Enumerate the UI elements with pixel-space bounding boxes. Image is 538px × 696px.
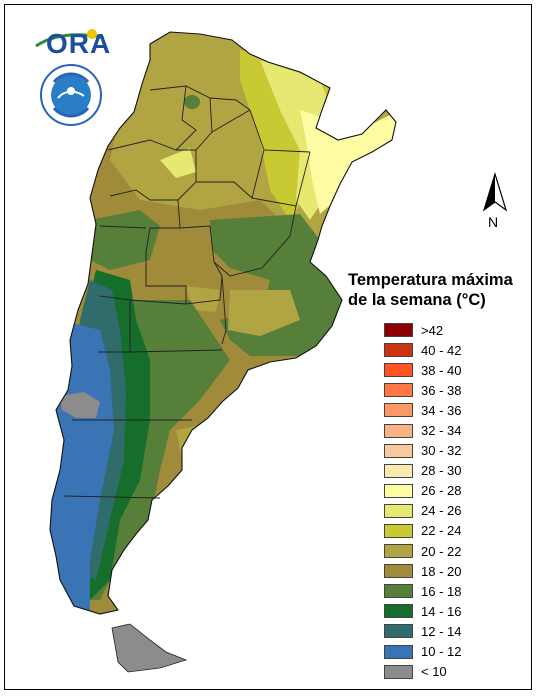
zone-20-22-center — [186, 286, 220, 312]
legend-item: 22 - 24 — [348, 521, 528, 541]
legend-list: >42 40 - 42 38 - 40 36 - 38 34 - 36 32 - 34 30… — [348, 320, 528, 682]
legend-item: 36 - 38 — [348, 380, 528, 400]
legend-swatch — [384, 403, 413, 418]
legend-swatch — [384, 624, 413, 639]
legend-item: 20 - 22 — [348, 541, 528, 561]
legend-swatch — [384, 343, 413, 358]
zone-below-10-andes — [60, 392, 100, 418]
ora-logo-mark — [35, 29, 105, 48]
ora-logo-text: ORA — [46, 28, 112, 59]
legend-item: 38 - 40 — [348, 360, 528, 380]
legend-swatch — [384, 564, 413, 579]
legend-swatch — [384, 604, 413, 619]
legend-label: 36 - 38 — [421, 382, 462, 398]
legend-label: 20 - 22 — [421, 543, 462, 559]
legend-label: 40 - 42 — [421, 342, 462, 358]
legend-label: 30 - 32 — [421, 443, 462, 459]
legend-swatch — [384, 323, 413, 338]
legend-item: 18 - 20 — [348, 561, 528, 581]
legend-label: 38 - 40 — [421, 362, 462, 378]
smn-seal-icon — [40, 64, 102, 126]
zone-26-28 — [300, 110, 396, 214]
legend-item: 26 - 28 — [348, 481, 528, 501]
legend-item: 24 - 26 — [348, 501, 528, 521]
legend-swatch — [384, 523, 413, 538]
legend-label: >42 — [421, 322, 444, 338]
legend-item: 28 - 30 — [348, 461, 528, 481]
legend-swatch — [384, 664, 413, 679]
north-label: N — [488, 214, 499, 230]
legend-label: 26 - 28 — [421, 483, 462, 499]
legend-label: 10 - 12 — [421, 644, 462, 660]
legend-label: 32 - 34 — [421, 423, 462, 439]
province-borders — [63, 85, 311, 499]
legend-item: 12 - 14 — [348, 621, 528, 641]
legend-item: >42 — [348, 320, 528, 340]
legend-label: < 10 — [421, 664, 447, 680]
legend-item: 10 - 12 — [348, 642, 528, 662]
legend-item: 32 - 34 — [348, 420, 528, 440]
zone-20-22-northwest — [150, 32, 250, 100]
legend-label: 34 - 36 — [421, 402, 462, 418]
legend-label: 24 - 26 — [421, 503, 462, 519]
legend-swatch — [384, 363, 413, 378]
legend-swatch — [384, 644, 413, 659]
legend-item: 40 - 42 — [348, 340, 528, 360]
legend-label: 22 - 24 — [421, 523, 462, 539]
legend-title-line1: Temperatura máxima — [348, 271, 513, 289]
legend-item: 34 - 36 — [348, 400, 528, 420]
legend-item: 14 - 16 — [348, 601, 528, 621]
north-arrow-icon — [482, 172, 508, 212]
legend-swatch — [384, 544, 413, 559]
legend-swatch — [384, 443, 413, 458]
zone-below-10-tierra-del-fuego — [111, 623, 188, 673]
legend-label: 28 - 30 — [421, 463, 462, 479]
legend-label: 16 - 18 — [421, 583, 462, 599]
legend-swatch — [384, 503, 413, 518]
legend-swatch — [384, 483, 413, 498]
legend-swatch — [384, 383, 413, 398]
legend-label: 14 - 16 — [421, 603, 462, 619]
legend: Temperatura máxima de la semana (°C) >42… — [348, 270, 528, 682]
legend-title-line2: de la semana (°C) — [348, 291, 486, 309]
zone-20-22-pampa — [228, 290, 300, 336]
legend-label: 18 - 20 — [421, 563, 462, 579]
legend-label: 12 - 14 — [421, 623, 462, 639]
zone-16-18-patch — [184, 95, 200, 109]
zone-24-26-patch — [160, 148, 196, 178]
legend-swatch — [384, 423, 413, 438]
legend-swatch — [384, 463, 413, 478]
legend-item: 16 - 18 — [348, 581, 528, 601]
legend-swatch — [384, 584, 413, 599]
zone-16-18-west — [90, 210, 160, 270]
legend-item: < 10 — [348, 662, 528, 682]
legend-item: 30 - 32 — [348, 441, 528, 461]
